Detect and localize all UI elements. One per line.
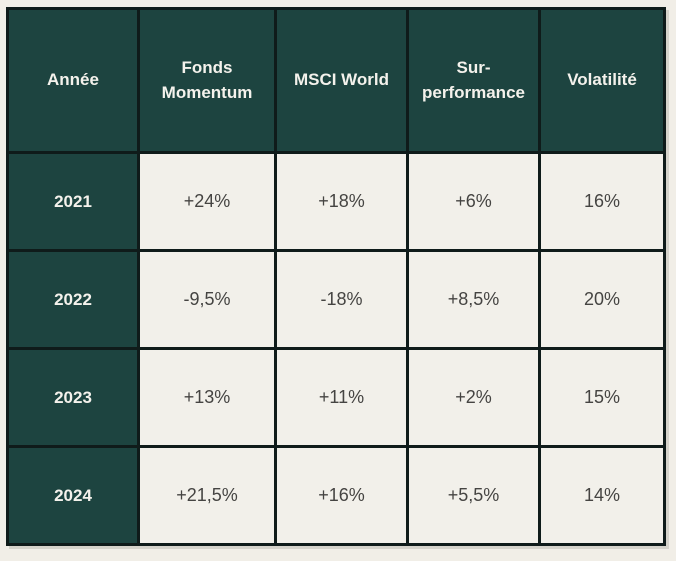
msci-world-value: -18% (274, 249, 409, 350)
year-cell: 2024 (6, 445, 140, 546)
column-header-volatilite: Volatilité (538, 7, 666, 154)
msci-world-value: +16% (274, 445, 409, 546)
column-header-fonds-momentum: Fonds Momentum (137, 7, 277, 154)
msci-world-value: +11% (274, 347, 409, 448)
fonds-momentum-value: -9,5% (137, 249, 277, 350)
fonds-momentum-value: +21,5% (137, 445, 277, 546)
table-row-2021: 2021 +24% +18% +6% 16% (6, 151, 666, 252)
fonds-momentum-value: +24% (137, 151, 277, 252)
year-cell: 2022 (6, 249, 140, 350)
table-row-2024: 2024 +21,5% +16% +5,5% 14% (6, 445, 666, 546)
volatilite-value: 14% (538, 445, 666, 546)
table-row-2023: 2023 +13% +11% +2% 15% (6, 347, 666, 448)
sur-performance-value: +8,5% (406, 249, 541, 350)
column-header-sur-performance: Sur-performance (406, 7, 541, 154)
msci-world-value: +18% (274, 151, 409, 252)
volatilite-value: 16% (538, 151, 666, 252)
sur-performance-value: +2% (406, 347, 541, 448)
column-header-annee: Année (6, 7, 140, 154)
volatilite-value: 15% (538, 347, 666, 448)
volatilite-value: 20% (538, 249, 666, 350)
sur-performance-value: +6% (406, 151, 541, 252)
year-cell: 2021 (6, 151, 140, 252)
year-cell: 2023 (6, 347, 140, 448)
column-header-msci-world: MSCI World (274, 7, 409, 154)
table-header-row: Année Fonds Momentum MSCI World Sur-perf… (6, 7, 666, 154)
sur-performance-value: +5,5% (406, 445, 541, 546)
table-row-2022: 2022 -9,5% -18% +8,5% 20% (6, 249, 666, 350)
fonds-momentum-value: +13% (137, 347, 277, 448)
performance-table: Année Fonds Momentum MSCI World Sur-perf… (6, 7, 666, 546)
